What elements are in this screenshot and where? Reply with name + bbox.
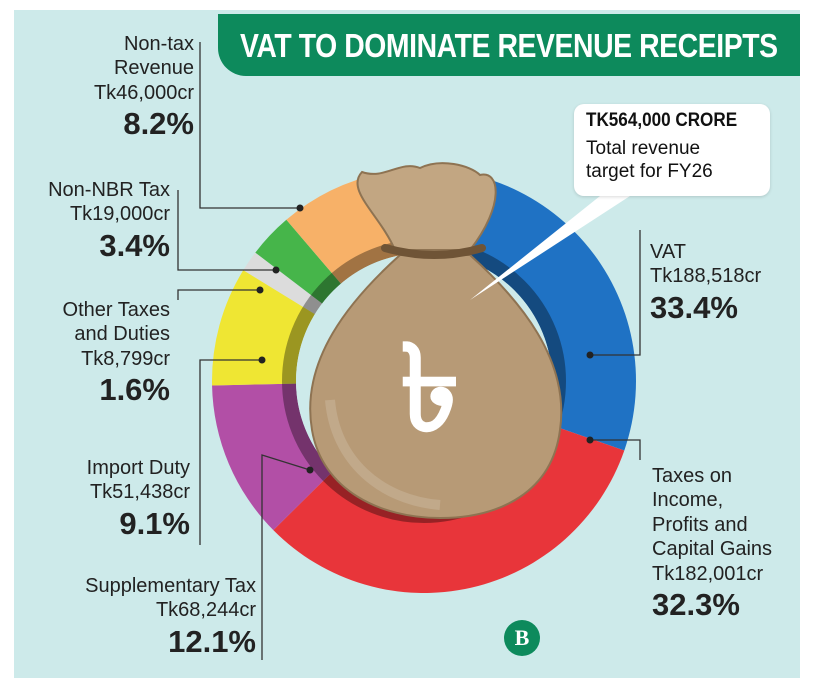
bag-top [356,162,497,251]
leader-line-other-dot [256,286,264,294]
slice-amount: Tk8,799cr [81,347,170,370]
slice-name: Capital Gains [652,538,773,561]
label-supplementary-tax: Supplementary Tax Tk68,244cr 12.1% [85,574,256,660]
slice-percent: 1.6% [99,372,170,408]
bag-rope [381,244,486,259]
taka-symbol: ৳ [400,320,460,459]
total-callout-line: target for FY26 [586,160,713,182]
slice-amount: Tk182,001cr [652,562,764,585]
leader-line-non-tax-dot [296,204,304,212]
total-callout-line: Total revenue [586,138,701,159]
slice-name: Other Taxes [62,299,170,321]
title-banner [218,14,800,76]
donut-slice-other-taxes [243,252,323,315]
leader-line-non-nbr-dot [272,266,280,274]
leader-line-income [590,439,641,460]
slice-name: VAT [650,241,686,263]
label-vat: VAT Tk188,518cr 33.4% [650,240,761,326]
slice-amount: Tk19,000cr [69,203,170,226]
callout-pointer [470,196,630,300]
slice-amount: Tk68,244cr [155,599,256,622]
leader-line-vat-dot [586,351,594,359]
donut-slice-import-duty [212,270,315,386]
money-bag-icon: ৳ [309,162,630,520]
total-callout-body: Total revenue target for FY26 [586,138,766,184]
brand-logo: B [504,620,540,656]
chart-title: VAT TO DOMINATE REVENUE RECEIPTS [240,27,778,64]
leader-line-import-dot [258,356,266,364]
slice-percent: 9.1% [119,505,190,541]
leader-line-supplementary [261,454,311,660]
slice-percent: 32.3% [652,586,740,622]
slice-name: Taxes on [652,465,733,487]
donut-slice-supplementary [212,383,334,531]
leader-line-non-tax [199,42,300,209]
slice-name: Non-NBR Tax [48,179,170,201]
slice-percent: 12.1% [168,623,256,659]
leader-line-income-dot [586,436,594,444]
slice-amount: Tk51,438cr [89,481,190,504]
slice-name: Import Duty [86,457,190,479]
slice-percent: 3.4% [99,227,170,263]
total-callout [574,104,770,196]
slice-amount: Tk46,000cr [93,81,194,104]
leader-line-supplementary-dot [306,466,314,474]
leader-line-import [199,359,262,545]
leader-line-non-nbr [177,190,276,271]
bag-highlight [325,399,441,510]
label-non-tax-revenue: Non-tax Revenue Tk46,000cr 8.2% [94,32,194,142]
label-other-taxes: Other Taxes and Duties Tk8,799cr 1.6% [63,298,170,408]
slice-name: Revenue [113,57,194,80]
slice-percent: 8.2% [123,106,194,142]
total-callout-heading: TK564,000 CRORE [586,110,738,131]
slice-name: and Duties [74,323,170,346]
label-import-duty: Import Duty Tk51,438cr 9.1% [87,456,190,542]
donut-slice-non-nbr [255,219,341,304]
label-non-nbr-tax: Non-NBR Tax Tk19,000cr 3.4% [48,178,170,264]
label-income-tax: Taxes on Income, Profits and Capital Gai… [652,464,772,623]
leader-line-vat [590,230,641,356]
slice-name: Supplementary Tax [85,575,256,597]
leader-line-other [177,289,260,300]
slice-name: Non-tax [123,33,194,55]
bag-body [309,254,563,520]
slice-name: Profits and [652,513,748,536]
slice-amount: Tk188,518cr [650,265,762,288]
slice-name: Income, [652,489,724,512]
slice-percent: 33.4% [650,289,738,325]
